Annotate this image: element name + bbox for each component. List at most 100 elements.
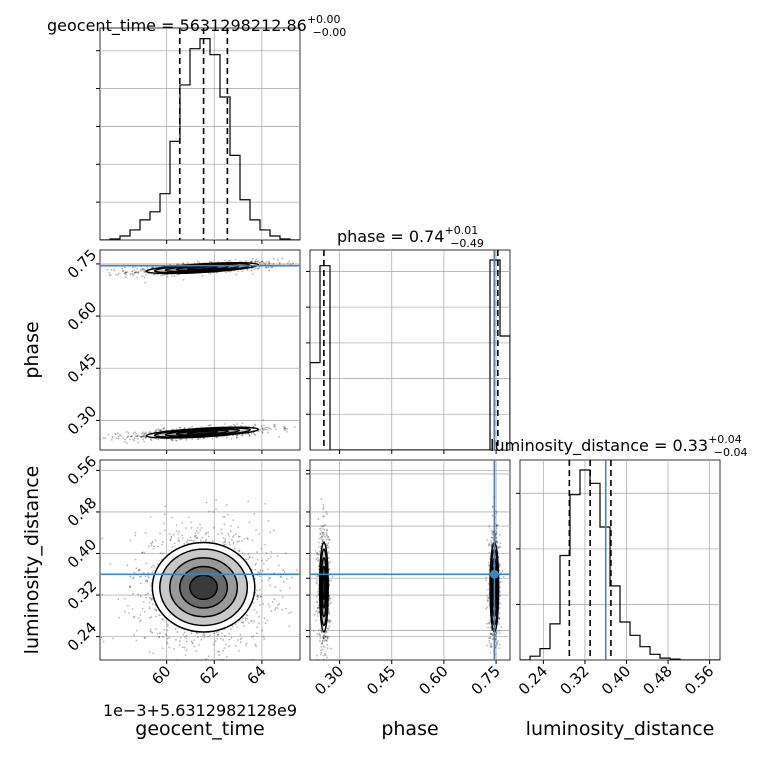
sample-point bbox=[199, 437, 202, 440]
sample-point bbox=[204, 540, 207, 543]
sample-point bbox=[171, 516, 174, 519]
sample-point bbox=[495, 525, 498, 527]
sample-point bbox=[246, 614, 249, 617]
sample-point bbox=[132, 274, 134, 276]
sample-point bbox=[488, 642, 491, 644]
sample-point bbox=[117, 274, 119, 276]
sample-point bbox=[258, 622, 260, 625]
sample-point bbox=[123, 272, 126, 275]
sample-point bbox=[255, 260, 258, 263]
sample-point bbox=[198, 261, 201, 264]
sample-point bbox=[328, 613, 330, 616]
sample-point bbox=[133, 439, 136, 442]
sample-point bbox=[325, 533, 328, 536]
sample-point bbox=[216, 271, 219, 274]
sample-point bbox=[135, 629, 138, 632]
title-geocent-time: geocent_time = 5631298212.86+0.00 −0.00 bbox=[47, 13, 346, 39]
sample-point bbox=[182, 262, 185, 265]
sample-point bbox=[238, 535, 241, 538]
sample-point bbox=[292, 262, 295, 265]
sample-point bbox=[178, 644, 181, 647]
sample-point bbox=[234, 533, 237, 535]
sample-point bbox=[243, 537, 245, 540]
sample-point bbox=[488, 551, 491, 554]
sample-point bbox=[234, 258, 237, 261]
sample-point bbox=[155, 430, 158, 432]
sample-point bbox=[149, 430, 151, 433]
sample-point bbox=[134, 271, 137, 274]
sample-point bbox=[266, 428, 269, 431]
sample-point bbox=[320, 537, 322, 539]
sample-point bbox=[194, 532, 197, 535]
sample-point bbox=[491, 505, 494, 507]
sample-point bbox=[181, 536, 184, 539]
sample-point bbox=[277, 604, 279, 607]
sample-point bbox=[124, 276, 127, 279]
sample-point bbox=[209, 272, 212, 275]
sample-point bbox=[246, 664, 248, 666]
contour bbox=[189, 574, 219, 601]
sample-point bbox=[100, 580, 101, 582]
sample-point bbox=[177, 540, 180, 542]
sample-point bbox=[261, 431, 264, 433]
sample-point bbox=[495, 659, 498, 660]
sample-point bbox=[326, 635, 329, 638]
sample-point bbox=[94, 573, 96, 575]
sample-point bbox=[497, 547, 500, 549]
sample-point bbox=[273, 598, 276, 601]
sample-point bbox=[268, 261, 271, 264]
sample-point bbox=[143, 276, 146, 279]
sample-point bbox=[135, 567, 138, 570]
sample-point bbox=[174, 628, 177, 630]
sample-point bbox=[133, 272, 136, 275]
sample-point bbox=[325, 511, 328, 514]
sample-point bbox=[328, 611, 331, 614]
sample-point bbox=[101, 593, 104, 596]
sample-point bbox=[485, 607, 487, 610]
sample-point bbox=[495, 632, 498, 635]
sample-point bbox=[327, 538, 330, 541]
sample-point bbox=[267, 579, 270, 582]
sample-point bbox=[180, 664, 182, 666]
sample-point bbox=[256, 594, 259, 597]
sample-point bbox=[240, 424, 243, 427]
sample-point bbox=[317, 629, 320, 632]
sample-point bbox=[124, 610, 126, 613]
sample-point bbox=[147, 571, 150, 574]
sample-point bbox=[330, 647, 333, 650]
sample-point bbox=[261, 260, 264, 263]
sample-point bbox=[319, 532, 322, 535]
sample-point bbox=[205, 657, 208, 660]
sample-point bbox=[499, 546, 501, 549]
sample-point bbox=[185, 637, 188, 640]
sample-point bbox=[86, 437, 88, 439]
sample-point bbox=[495, 536, 498, 539]
sample-point bbox=[286, 430, 288, 433]
sample-point bbox=[278, 564, 280, 567]
sample-point bbox=[317, 565, 320, 567]
sample-point bbox=[142, 571, 145, 574]
sample-point bbox=[135, 432, 138, 435]
sample-point bbox=[257, 430, 260, 433]
sample-point bbox=[136, 435, 139, 438]
sample-point bbox=[128, 438, 131, 441]
sample-point bbox=[215, 508, 217, 510]
sample-point bbox=[320, 498, 323, 500]
sample-point bbox=[102, 640, 105, 643]
sample-point bbox=[267, 431, 270, 434]
sample-point bbox=[255, 645, 257, 648]
sample-point bbox=[178, 539, 181, 542]
sample-point bbox=[171, 439, 174, 442]
sample-point bbox=[244, 259, 247, 262]
sample-point bbox=[264, 622, 267, 625]
sample-point bbox=[142, 434, 145, 437]
sample-point bbox=[327, 535, 330, 538]
sample-point bbox=[321, 648, 324, 651]
sample-point bbox=[168, 532, 171, 535]
sample-point bbox=[160, 274, 163, 277]
sample-point bbox=[133, 431, 136, 434]
sample-point bbox=[315, 552, 318, 555]
sample-point bbox=[217, 630, 220, 633]
sample-point bbox=[324, 631, 327, 633]
sample-point bbox=[317, 518, 320, 520]
